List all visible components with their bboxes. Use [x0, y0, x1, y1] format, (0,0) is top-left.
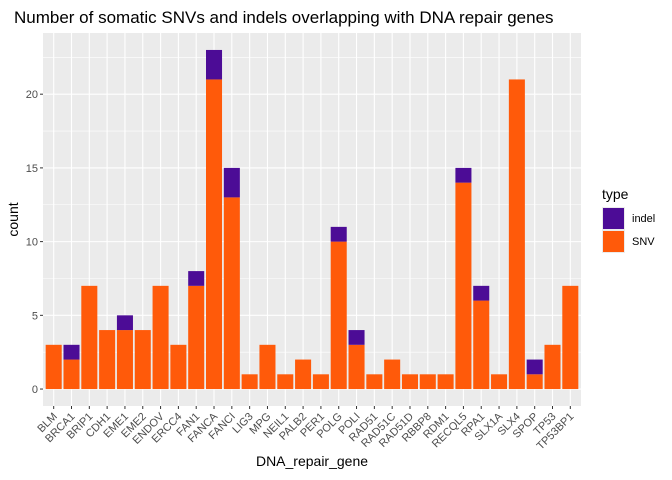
y-tick-label: 20	[26, 89, 38, 101]
y-axis: 0 5 10 15 20	[26, 89, 43, 396]
bar-snv-ercc4	[170, 344, 187, 390]
legend-swatch-indel	[603, 208, 624, 229]
bar-snv-rdm1	[437, 374, 454, 390]
bar-snv-eme2	[134, 330, 151, 390]
bar-snv-slx4	[508, 79, 525, 390]
bar-snv-tp53	[544, 344, 561, 390]
legend-swatch-snv	[603, 231, 624, 252]
bar-indel-spop	[526, 359, 543, 375]
bar-snv-brip1	[81, 285, 98, 390]
bar-snv-rad51d	[401, 374, 418, 390]
bar-snv-fanci	[223, 197, 240, 390]
legend: type indel SNV	[602, 186, 655, 253]
bar-snv-tp53bp1	[562, 285, 579, 390]
bar-snv-slx1a	[491, 374, 508, 390]
y-tick-label: 5	[32, 310, 38, 322]
y-tick-label: 15	[26, 163, 38, 175]
bar-indel-rpa1	[473, 285, 490, 301]
bar-snv-polg	[330, 241, 347, 390]
bar-snv-palb2	[295, 359, 312, 390]
bar-indel-recql5	[455, 167, 472, 183]
x-axis-title: DNA_repair_gene	[256, 453, 368, 469]
bar-snv-endov	[152, 285, 169, 390]
bar-snv-rpa1	[473, 300, 490, 390]
legend-title: type	[602, 186, 629, 202]
bar-snv-poli	[348, 344, 365, 390]
bar-snv-spop	[526, 374, 543, 390]
bar-snv-mpg	[259, 344, 276, 390]
bar-indel-brca1	[63, 344, 80, 360]
x-axis: BLMBRCA1BRIP1CDH1EME1EME2ENDOVERCC4FAN1F…	[35, 406, 576, 452]
bar-snv-lig3	[241, 374, 258, 390]
y-tick-label: 0	[32, 384, 38, 396]
bar-indel-fanca	[206, 49, 223, 80]
bar-indel-fanci	[223, 167, 240, 198]
legend-label-indel: indel	[632, 213, 655, 225]
bar-snv-rbbp8	[419, 374, 436, 390]
bar-indel-eme1	[116, 315, 133, 331]
bar-snv-rad51	[366, 374, 383, 390]
y-axis-title: count	[5, 202, 21, 236]
bar-snv-blm	[45, 344, 62, 390]
bar-snv-fan1	[188, 285, 205, 390]
chart-title: Number of somatic SNVs and indels overla…	[14, 8, 554, 27]
bar-snv-fanca	[206, 79, 223, 390]
bar-snv-eme1	[116, 330, 133, 390]
bar-indel-fan1	[188, 271, 205, 286]
bar-snv-per1	[312, 374, 329, 390]
bar-snv-recql5	[455, 182, 472, 390]
bars	[45, 49, 579, 390]
y-tick-label: 10	[26, 237, 38, 249]
bar-snv-neil1	[277, 374, 294, 390]
bar-snv-rad51c	[384, 359, 401, 390]
bar-snv-cdh1	[99, 330, 116, 390]
bar-snv-brca1	[63, 359, 80, 390]
legend-label-snv: SNV	[632, 236, 655, 248]
bar-indel-polg	[330, 226, 347, 242]
bar-indel-poli	[348, 330, 365, 345]
